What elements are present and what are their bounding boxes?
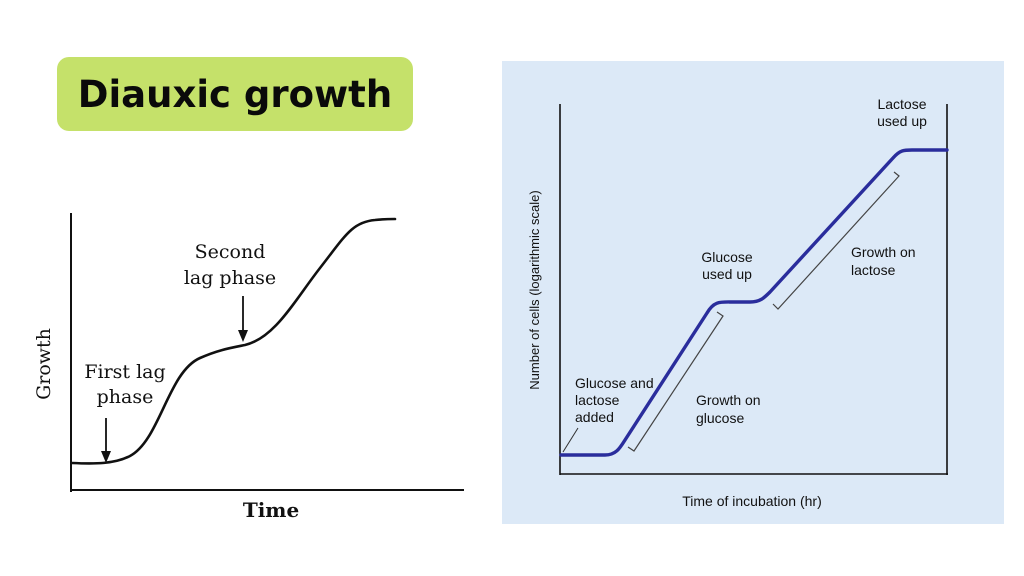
growth-on-lactose-label-line2: lactose bbox=[851, 262, 896, 278]
right-x-axis-label: Time of incubation (hr) bbox=[682, 493, 822, 509]
right-growth-curve bbox=[559, 148, 949, 457]
first-lag-label-line1: First lag bbox=[84, 361, 165, 383]
growth-on-glucose-label-line1: Growth on bbox=[696, 392, 761, 408]
glucose-lactose-added-label-line1: Glucose and bbox=[575, 375, 654, 391]
glucose-lactose-added-label-line3: added bbox=[575, 409, 614, 425]
lactose-growth-bracket bbox=[772, 171, 900, 310]
left-growth-diagram: First lag phase Second lag phase Growth … bbox=[33, 213, 464, 522]
second-lag-label-line2: lag phase bbox=[184, 267, 276, 289]
glucose-used-up-label-line2: used up bbox=[702, 266, 752, 282]
right-panel-background bbox=[502, 61, 1004, 524]
glucose-growth-bracket bbox=[627, 311, 724, 452]
first-lag-label-line2: phase bbox=[97, 386, 154, 408]
left-y-axis-label: Growth bbox=[33, 328, 55, 400]
glucose-used-up-label-line1: Glucose bbox=[701, 249, 753, 265]
lactose-used-up-label-line2: used up bbox=[877, 113, 927, 129]
left-growth-curve bbox=[70, 217, 397, 465]
first-lag-arrowhead bbox=[101, 451, 111, 463]
growth-on-glucose-label-line2: glucose bbox=[696, 410, 744, 426]
page-title: Diauxic growth bbox=[57, 57, 413, 131]
left-x-axis-label: Time bbox=[243, 498, 299, 522]
right-y-axis-label: Number of cells (logarithmic scale) bbox=[527, 190, 542, 389]
glucose-lactose-added-label-line2: lactose bbox=[575, 392, 620, 408]
growth-on-lactose-label-line1: Growth on bbox=[851, 244, 916, 260]
second-lag-label-line1: Second bbox=[195, 241, 266, 263]
second-lag-arrowhead bbox=[238, 330, 248, 342]
right-growth-diagram: Number of cells (logarithmic scale) Time… bbox=[502, 61, 1004, 524]
added-pointer-line bbox=[562, 427, 579, 453]
lactose-used-up-label-line1: Lactose bbox=[877, 96, 926, 112]
